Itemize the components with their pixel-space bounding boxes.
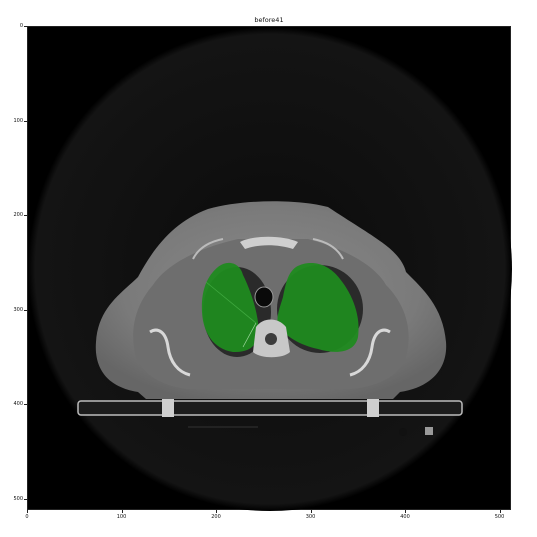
y-tick-mark <box>24 498 27 500</box>
x-tick-label: 500 <box>494 514 505 520</box>
marker-dot <box>399 428 407 436</box>
x-tick-label: 200 <box>211 514 221 520</box>
y-tick-label: 200 <box>13 212 23 218</box>
y-tick-mark <box>24 215 27 216</box>
x-tick-label: 100 <box>116 514 127 520</box>
x-tick-mark <box>310 510 312 513</box>
y-tick-mark <box>24 26 27 27</box>
lung-mask-right <box>277 263 359 352</box>
sternum <box>240 236 298 249</box>
right-clavicle <box>312 238 344 260</box>
y-tick-mark <box>24 404 27 405</box>
fissure-line <box>205 281 257 324</box>
y-tick-mark <box>24 309 27 311</box>
scanner-table <box>77 400 463 416</box>
x-tick-mark <box>121 510 123 513</box>
y-tick-label: 500 <box>13 495 23 502</box>
y-tick-label: 0 <box>19 23 23 29</box>
table-clip-right <box>367 399 379 417</box>
table-clip-left <box>162 399 174 417</box>
lung-mask-left <box>201 262 259 353</box>
spinal-canal <box>265 333 277 345</box>
x-tick-mark <box>405 510 406 513</box>
right-scapula <box>349 328 391 377</box>
marker-square <box>425 427 433 435</box>
left-scapula <box>149 328 191 377</box>
vessel-line <box>242 322 257 348</box>
x-tick-label: 0 <box>25 514 29 520</box>
y-tick-label: 300 <box>13 306 23 313</box>
x-tick-mark <box>27 510 28 513</box>
ct-scan-image <box>28 27 512 511</box>
y-tick-label: 100 <box>13 117 23 124</box>
y-tick-mark <box>24 120 27 122</box>
x-tick-mark <box>216 510 217 513</box>
left-clavicle <box>192 238 224 260</box>
image-axes <box>27 26 512 511</box>
y-tick-label: 400 <box>13 401 23 407</box>
x-tick-mark <box>499 510 501 513</box>
figure-title: before41 <box>254 16 284 24</box>
trachea <box>254 286 274 308</box>
x-tick-label: 400 <box>400 514 410 520</box>
x-tick-label: 300 <box>305 514 316 520</box>
